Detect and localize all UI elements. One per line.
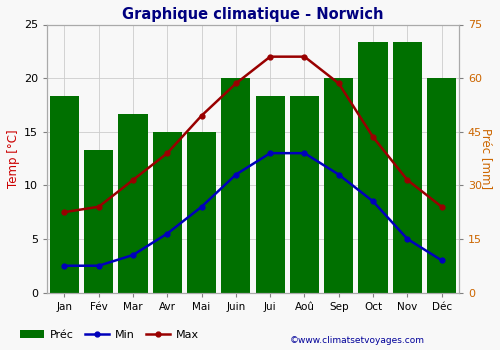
Title: Graphique climatique - Norwich: Graphique climatique - Norwich	[122, 7, 384, 22]
Bar	[256, 96, 284, 293]
Bar	[118, 114, 148, 293]
Bar	[290, 96, 319, 293]
Legend: Préc, Min, Max: Préc, Min, Max	[16, 326, 204, 344]
Bar	[222, 78, 250, 293]
Y-axis label: Temp [°C]: Temp [°C]	[7, 129, 20, 188]
Bar	[152, 132, 182, 293]
Bar	[393, 42, 422, 293]
Bar	[84, 149, 114, 293]
Bar	[358, 42, 388, 293]
Bar	[50, 96, 79, 293]
Y-axis label: Préc [mm]: Préc [mm]	[480, 128, 493, 189]
Bar	[427, 78, 456, 293]
Bar	[324, 78, 354, 293]
Bar	[187, 132, 216, 293]
Text: ©www.climatsetvoyages.com: ©www.climatsetvoyages.com	[290, 336, 425, 345]
